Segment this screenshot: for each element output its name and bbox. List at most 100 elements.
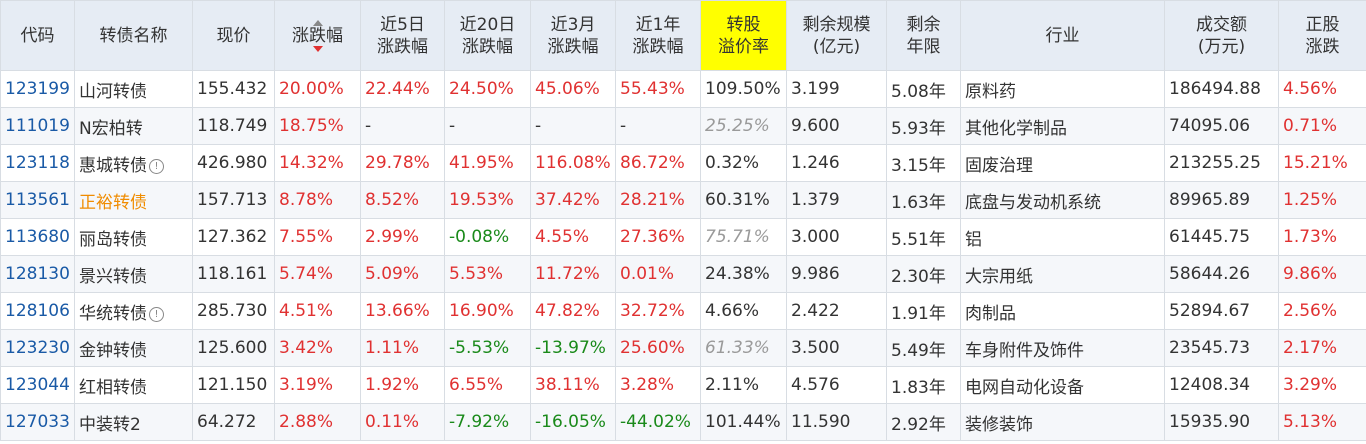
table-row[interactable]: 127033 中装转2 64.272 2.88% 0.11% -7.92% -16.05% -…	[0, 403, 1366, 441]
cell-3m: -13.97%	[530, 329, 616, 367]
info-circle-icon[interactable]: !	[149, 158, 164, 174]
cell-name[interactable]: 华统转债!	[74, 292, 193, 330]
cell-price: 155.432	[192, 70, 275, 108]
cell-change: 3.42%	[274, 329, 361, 367]
cell-premium: 61.33%	[700, 329, 787, 367]
cell-code[interactable]: 113680	[0, 218, 75, 256]
col-header-name[interactable]: 转债名称	[74, 0, 193, 71]
cell-premium: 2.11%	[700, 366, 787, 404]
cell-change: 2.88%	[274, 403, 361, 441]
cell-1y: -44.02%	[615, 403, 701, 441]
col-header-scale[interactable]: 剩余规模 (亿元)	[786, 0, 887, 71]
cell-1y: -	[615, 107, 701, 145]
cell-name[interactable]: 惠城转债!	[74, 144, 193, 182]
cell-3m: 47.82%	[530, 292, 616, 330]
cell-code[interactable]: 128130	[0, 255, 75, 293]
cell-scale: 11.590	[786, 403, 887, 441]
table-row[interactable]: 123230 金钟转债 125.600 3.42% 1.11% -5.53% -13.97%…	[0, 329, 1366, 367]
cell-20d: 24.50%	[444, 70, 531, 108]
cell-change: 4.51%	[274, 292, 361, 330]
cell-3m: -	[530, 107, 616, 145]
cell-price: 118.161	[192, 255, 275, 293]
cell-stock-change: 3.29%	[1278, 366, 1366, 404]
cell-code[interactable]: 113561	[0, 181, 75, 219]
col-header-code[interactable]: 代码	[0, 0, 75, 71]
col-header-stock-change[interactable]: 正股 涨跌	[1278, 0, 1366, 71]
cell-industry: 铝	[960, 218, 1165, 256]
table-row[interactable]: 128106 华统转债! 285.730 4.51% 13.66% 16.90% 47.82…	[0, 292, 1366, 330]
cell-amount: 61445.75	[1164, 218, 1279, 256]
cell-industry: 电网自动化设备	[960, 366, 1165, 404]
cell-1y: 27.36%	[615, 218, 701, 256]
cell-stock-change: 2.17%	[1278, 329, 1366, 367]
cell-change: 8.78%	[274, 181, 361, 219]
cell-premium: 60.31%	[700, 181, 787, 219]
cell-5d: 2.99%	[360, 218, 445, 256]
cell-stock-change: 1.73%	[1278, 218, 1366, 256]
cell-1y: 32.72%	[615, 292, 701, 330]
cell-3m: 4.55%	[530, 218, 616, 256]
col-header-1y[interactable]: 近1年 涨跌幅	[615, 0, 701, 71]
table-row[interactable]: 123118 惠城转债! 426.980 14.32% 29.78% 41.95% 116.…	[0, 144, 1366, 182]
cell-name[interactable]: 正裕转债	[74, 181, 193, 219]
cell-amount: 52894.67	[1164, 292, 1279, 330]
cell-scale: 9.986	[786, 255, 887, 293]
cell-5d: 13.66%	[360, 292, 445, 330]
cell-code[interactable]: 123230	[0, 329, 75, 367]
cell-price: 64.272	[192, 403, 275, 441]
col-header-change[interactable]: 涨跌幅	[274, 0, 361, 71]
info-circle-icon[interactable]: !	[149, 306, 164, 322]
table-row[interactable]: 111019 N宏柏转 118.749 18.75% - - - -25.25% 9.600 5.…	[0, 107, 1366, 145]
table-row[interactable]: 123199 山河转债 155.432 20.00% 22.44% 24.50% 45.06…	[0, 70, 1366, 108]
cell-price: 127.362	[192, 218, 275, 256]
col-header-3m[interactable]: 近3月 涨跌幅	[530, 0, 616, 71]
col-header-premium[interactable]: 转股 溢价率	[700, 0, 787, 71]
cell-5d: 22.44%	[360, 70, 445, 108]
sort-asc-icon	[312, 19, 323, 26]
col-header-5d[interactable]: 近5日 涨跌幅	[360, 0, 445, 71]
table-row[interactable]: 113561 正裕转债 157.713 8.78% 8.52% 19.53% 37.42% 2…	[0, 181, 1366, 219]
table-row[interactable]: 128130 景兴转债 118.161 5.74% 5.09% 5.53% 11.72% 0.…	[0, 255, 1366, 293]
cell-name[interactable]: 丽岛转债	[74, 218, 193, 256]
table-row[interactable]: 123044 红相转债 121.150 3.19% 1.92% 6.55% 38.11% 3.…	[0, 366, 1366, 404]
cell-years: 1.83年	[886, 366, 961, 404]
cell-scale: 3.000	[786, 218, 887, 256]
cell-code[interactable]: 123118	[0, 144, 75, 182]
cell-price: 285.730	[192, 292, 275, 330]
cell-industry: 车身附件及饰件	[960, 329, 1165, 367]
cell-name[interactable]: 景兴转债	[74, 255, 193, 293]
cell-stock-change: 15.21%	[1278, 144, 1366, 182]
cell-code[interactable]: 128106	[0, 292, 75, 330]
col-header-20d[interactable]: 近20日 涨跌幅	[444, 0, 531, 71]
col-header-price[interactable]: 现价	[192, 0, 275, 71]
col-header-amount[interactable]: 成交额 (万元)	[1164, 0, 1279, 71]
cell-name[interactable]: 红相转债	[74, 366, 193, 404]
cell-premium: 0.32%	[700, 144, 787, 182]
cell-20d: -5.53%	[444, 329, 531, 367]
col-header-industry[interactable]: 行业	[960, 0, 1165, 71]
cell-premium: 4.66%	[700, 292, 787, 330]
cell-industry: 固废治理	[960, 144, 1165, 182]
cell-scale: 1.246	[786, 144, 887, 182]
cell-name[interactable]: 山河转债	[74, 70, 193, 108]
cell-change: 7.55%	[274, 218, 361, 256]
cell-name[interactable]: N宏柏转	[74, 107, 193, 145]
cell-price: 125.600	[192, 329, 275, 367]
cell-20d: -0.08%	[444, 218, 531, 256]
cell-name[interactable]: 中装转2	[74, 403, 193, 441]
cell-code[interactable]: 111019	[0, 107, 75, 145]
header-row: 代码 转债名称 现价 涨跌幅 近5日 涨跌幅 近20日 涨跌幅 近3月 涨跌幅 近1年…	[0, 0, 1366, 71]
cell-name[interactable]: 金钟转债	[74, 329, 193, 367]
cell-20d: 41.95%	[444, 144, 531, 182]
table-row[interactable]: 113680 丽岛转债 127.362 7.55% 2.99% -0.08% 4.55% 27…	[0, 218, 1366, 256]
cell-scale: 3.500	[786, 329, 887, 367]
cell-5d: -	[360, 107, 445, 145]
col-header-years[interactable]: 剩余 年限	[886, 0, 961, 71]
cell-years: 1.91年	[886, 292, 961, 330]
cell-code[interactable]: 127033	[0, 403, 75, 441]
cell-1y: 86.72%	[615, 144, 701, 182]
cell-code[interactable]: 123044	[0, 366, 75, 404]
cell-change: 14.32%	[274, 144, 361, 182]
cell-code[interactable]: 123199	[0, 70, 75, 108]
cell-price: 157.713	[192, 181, 275, 219]
